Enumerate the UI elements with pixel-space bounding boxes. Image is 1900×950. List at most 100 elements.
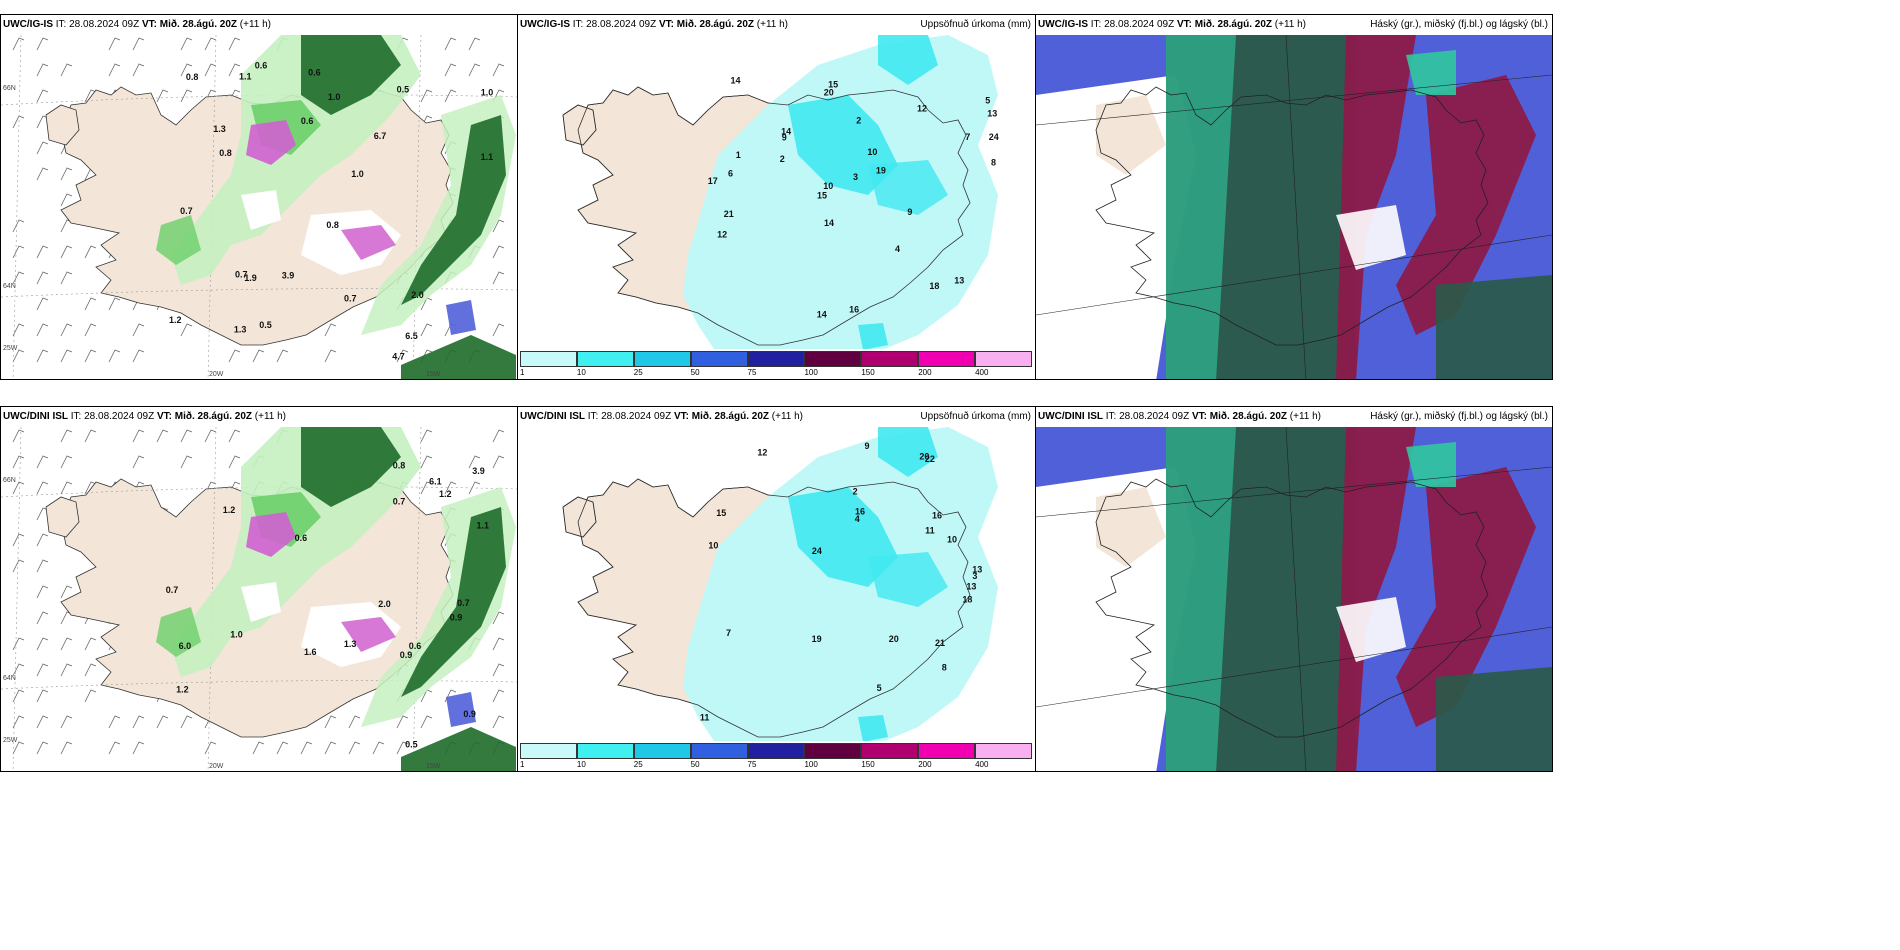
value-label: 12 [717,229,727,239]
colorbar-label: 50 [690,368,700,377]
value-label: 24 [989,132,999,142]
value-label: 14 [781,126,791,136]
value-label: 19 [876,166,886,176]
value-label: 1.6 [304,647,317,657]
panel-init-time: IT: 28.08.2024 09Z [572,19,657,30]
value-label: 1.3 [234,324,247,334]
value-label: 1.2 [176,684,189,694]
colorbar-label: 100 [804,760,818,769]
graticule [1036,427,1552,771]
value-label: 0.9 [400,650,413,660]
value-label: 13 [987,108,997,118]
panel-lead-time: (+11 h) [1274,19,1307,30]
value-label: 16 [932,510,942,520]
value-label: 17 [708,176,718,186]
colorbar-swatch [861,743,919,759]
value-label: 0.5 [259,320,272,330]
panel-init-time: IT: 28.08.2024 09Z [70,411,155,422]
value-label: 10 [823,181,833,191]
colorbar-label: 75 [747,760,757,769]
panel-init-time: IT: 28.08.2024 09Z [55,19,140,30]
value-label: 18 [929,281,939,291]
value-label: 0.8 [326,220,339,230]
value-label: 11 [925,526,935,536]
precip-shading [156,427,516,771]
value-label: 0.8 [219,148,232,158]
colorbar-label: 75 [747,368,757,377]
value-label: 1.3 [213,124,226,134]
value-label: 7 [726,628,731,638]
value-label: 0.7 [344,294,357,304]
colorbar-swatch [804,351,862,367]
value-label: 8 [942,663,947,673]
panel-valid-time: VT: Mið. 28.ágú. 20Z [141,19,237,30]
value-label: 1.2 [169,315,182,325]
panel-field-description: Háský (gr.), miðský (fj.bl.) og lágský (… [1370,19,1548,30]
map: 18 13 20 16 10 21 19 22 24 16 11 20 15 13 12 9 8 7 5 10 11 2 3… [562,427,998,743]
panel-lead-time: (+11 h) [1289,411,1322,422]
value-label: 6 [728,169,733,179]
value-label: 15 [828,80,838,90]
map: 0.61.11.01.90.83.92.01.30.60.70.50.71.21… [1,35,517,379]
colorbar-swatch [804,743,862,759]
colorbar-swatch [975,743,1032,759]
panel-clouds-igis: UWC/IG-IS IT: 28.08.2024 09Z VT: Mið. 28… [1035,14,1553,380]
value-label: 4 [855,514,860,524]
value-label: 1.1 [239,72,252,82]
colorbar-swatch [520,351,577,367]
value-label: 0.7 [457,598,470,608]
precip-shading [156,35,516,379]
map [1036,35,1552,379]
map: 9141410211315620141881715241614121312191… [562,35,999,351]
panel-model: UWC/DINI ISL [3,411,68,422]
value-label: 19 [812,634,822,644]
panel-lead-time: (+11 h) [771,411,804,422]
panel-field-description: Uppsöfnuð úrkoma (mm) [920,19,1031,30]
value-label: 0.6 [295,533,308,543]
value-label: 0.6 [255,61,268,71]
value-label: 0.9 [450,612,463,622]
value-label: 1.2 [439,489,452,499]
value-label: 2 [853,486,858,496]
value-label: 3.9 [472,466,485,476]
colorbar-swatch [747,351,805,367]
value-label: 7 [965,132,970,142]
colorbar-label: 200 [918,368,932,377]
colorbar-label: 200 [918,760,932,769]
axis-label-20w: 20W [209,763,224,770]
colorbar-swatch [633,351,691,367]
panel-title: UWC/IG-IS IT: 28.08.2024 09Z VT: Mið. 28… [518,15,1035,35]
value-label: 0.8 [393,461,406,471]
value-labels: 18 13 20 16 10 21 19 22 24 16 11 20 15 13 12 9 8 7 5 10 11 2 3… [700,441,982,722]
value-label: 14 [824,218,834,228]
value-label: 4 [895,244,900,254]
cloud-shading [1036,427,1552,771]
value-label: 0.7 [393,497,406,507]
panel-init-time: IT: 28.08.2024 09Z [587,411,672,422]
colorbar-swatch [918,743,976,759]
value-label: 13 [954,275,964,285]
value-label: 21 [724,209,734,219]
colorbar-label: 25 [633,368,643,377]
value-label: 0.7 [166,585,179,595]
accum-shading [683,35,998,351]
value-label: 0.5 [405,739,418,749]
value-label: 20 [824,88,834,98]
colorbar-label: 50 [690,760,700,769]
panel-lead-time: (+11 h) [254,411,287,422]
panel-title: UWC/IG-IS IT: 28.08.2024 09Z VT: Mið. 28… [1,15,517,35]
panel-title: UWC/DINI ISL IT: 28.08.2024 09Z VT: Mið.… [1,407,517,427]
value-label: 0.7 [235,270,248,280]
value-label: 3 [853,172,858,182]
colorbar-swatch [861,351,919,367]
colorbar-swatch [690,351,748,367]
value-label: 5 [985,96,990,106]
graticule [1,35,517,379]
colorbar-label: 25 [633,760,643,769]
axis-label-66n: 66N [3,85,16,92]
value-label: 1.0 [230,629,243,639]
axis-label-25w: 25W [3,345,18,352]
value-label: 13 [972,565,982,575]
value-label: 15 [716,508,726,518]
panel-lead-time: (+11 h) [239,19,272,30]
